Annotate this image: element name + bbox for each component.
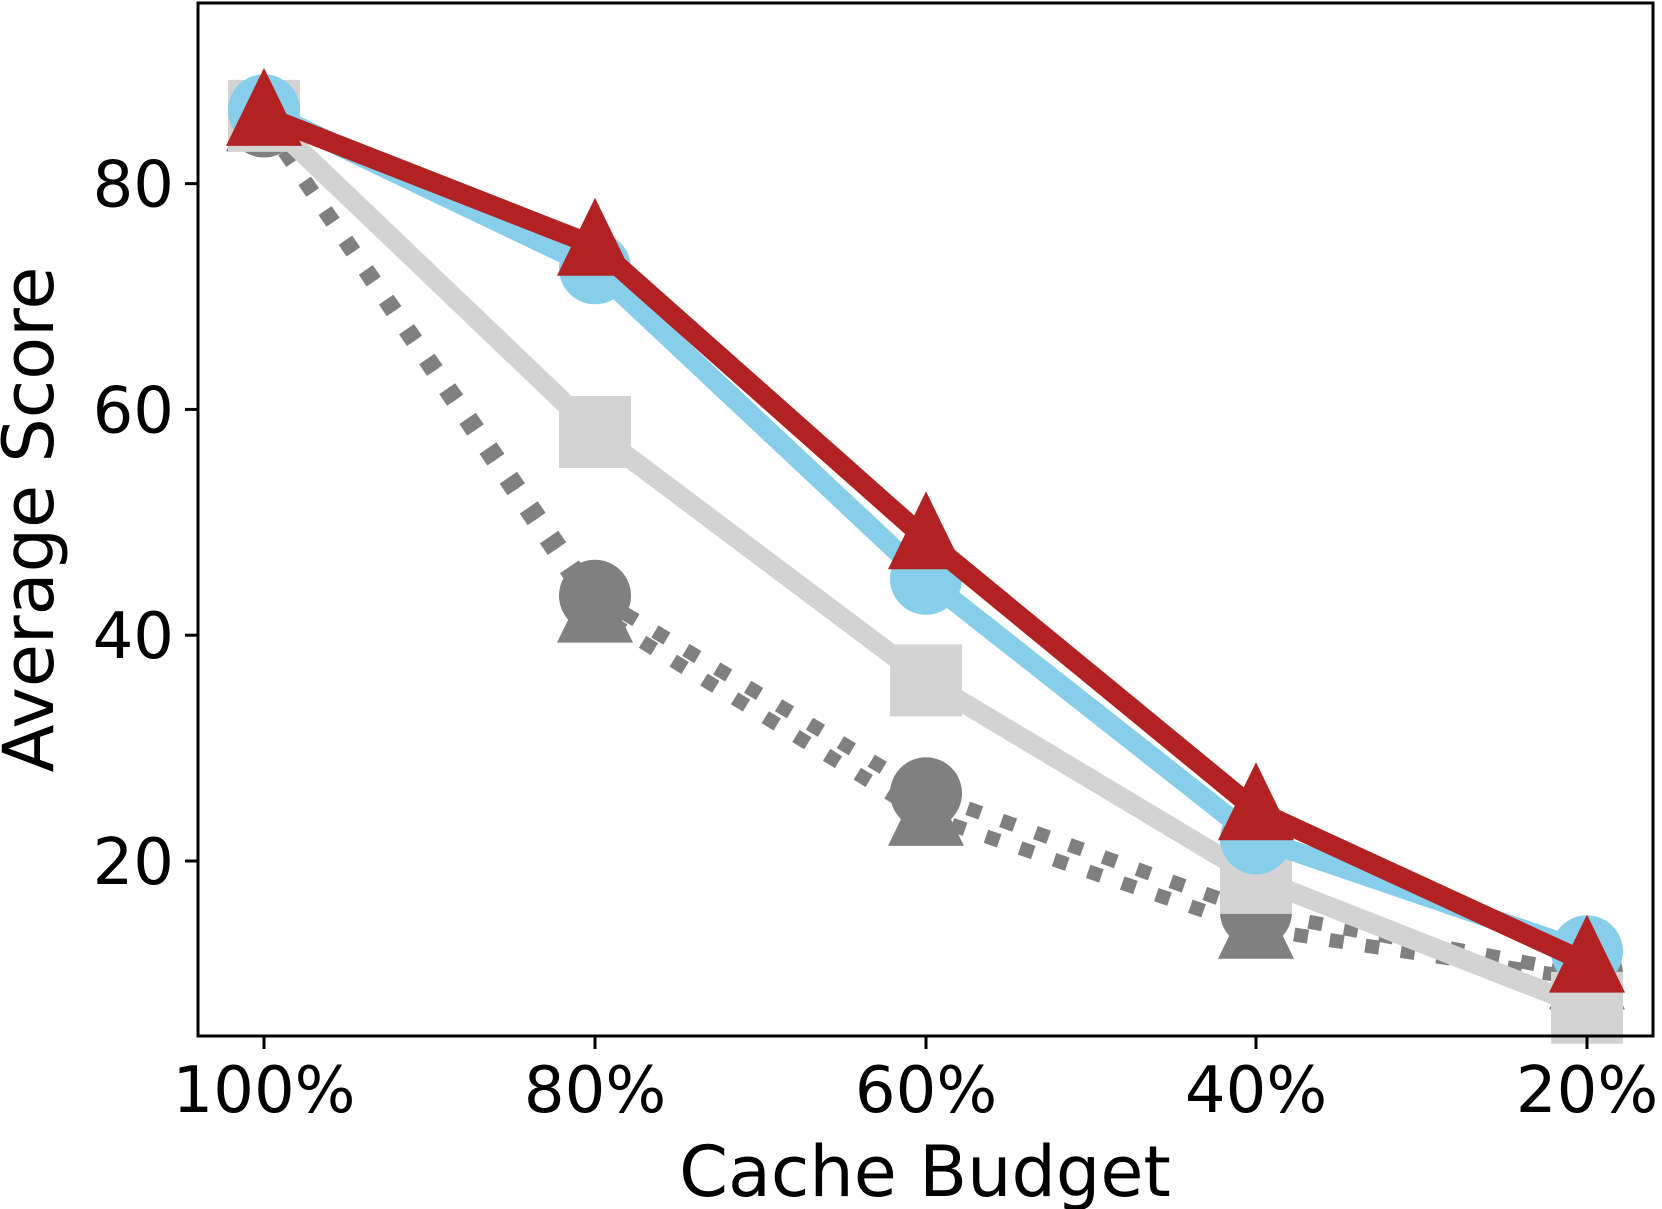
- y-tick-label-0: 20: [93, 826, 174, 900]
- series-4-point-1: [557, 197, 633, 276]
- series-4-point-2: [888, 491, 964, 570]
- x-axis-label: Cache Budget: [679, 1131, 1171, 1209]
- series-layer: [226, 67, 1625, 1044]
- y-axis-label: Average Score: [0, 267, 70, 773]
- x-tick-label-0: 100%: [173, 1054, 356, 1128]
- x-tick-label-2: 60%: [855, 1054, 997, 1128]
- series-4-point-0: [226, 67, 302, 146]
- series-1-point-2: [890, 757, 962, 830]
- series-1-point-1: [559, 559, 631, 632]
- y-tick-label-2: 60: [93, 374, 174, 448]
- x-tick-label-3: 40%: [1185, 1054, 1327, 1128]
- x-tick-label-4: 20%: [1516, 1054, 1658, 1128]
- axes-layer: 20 40 60 80 100% 80% 60% 40% 20%: [93, 149, 1659, 1128]
- series-2-point-1: [559, 396, 631, 469]
- y-tick-label-1: 40: [93, 600, 174, 674]
- series-2-point-2: [890, 644, 962, 717]
- y-tick-label-3: 80: [93, 149, 174, 223]
- series-4: [226, 67, 1625, 993]
- series-4-point-3: [1218, 762, 1294, 841]
- series-4-point-4: [1549, 914, 1625, 993]
- x-tick-label-1: 80%: [524, 1054, 666, 1128]
